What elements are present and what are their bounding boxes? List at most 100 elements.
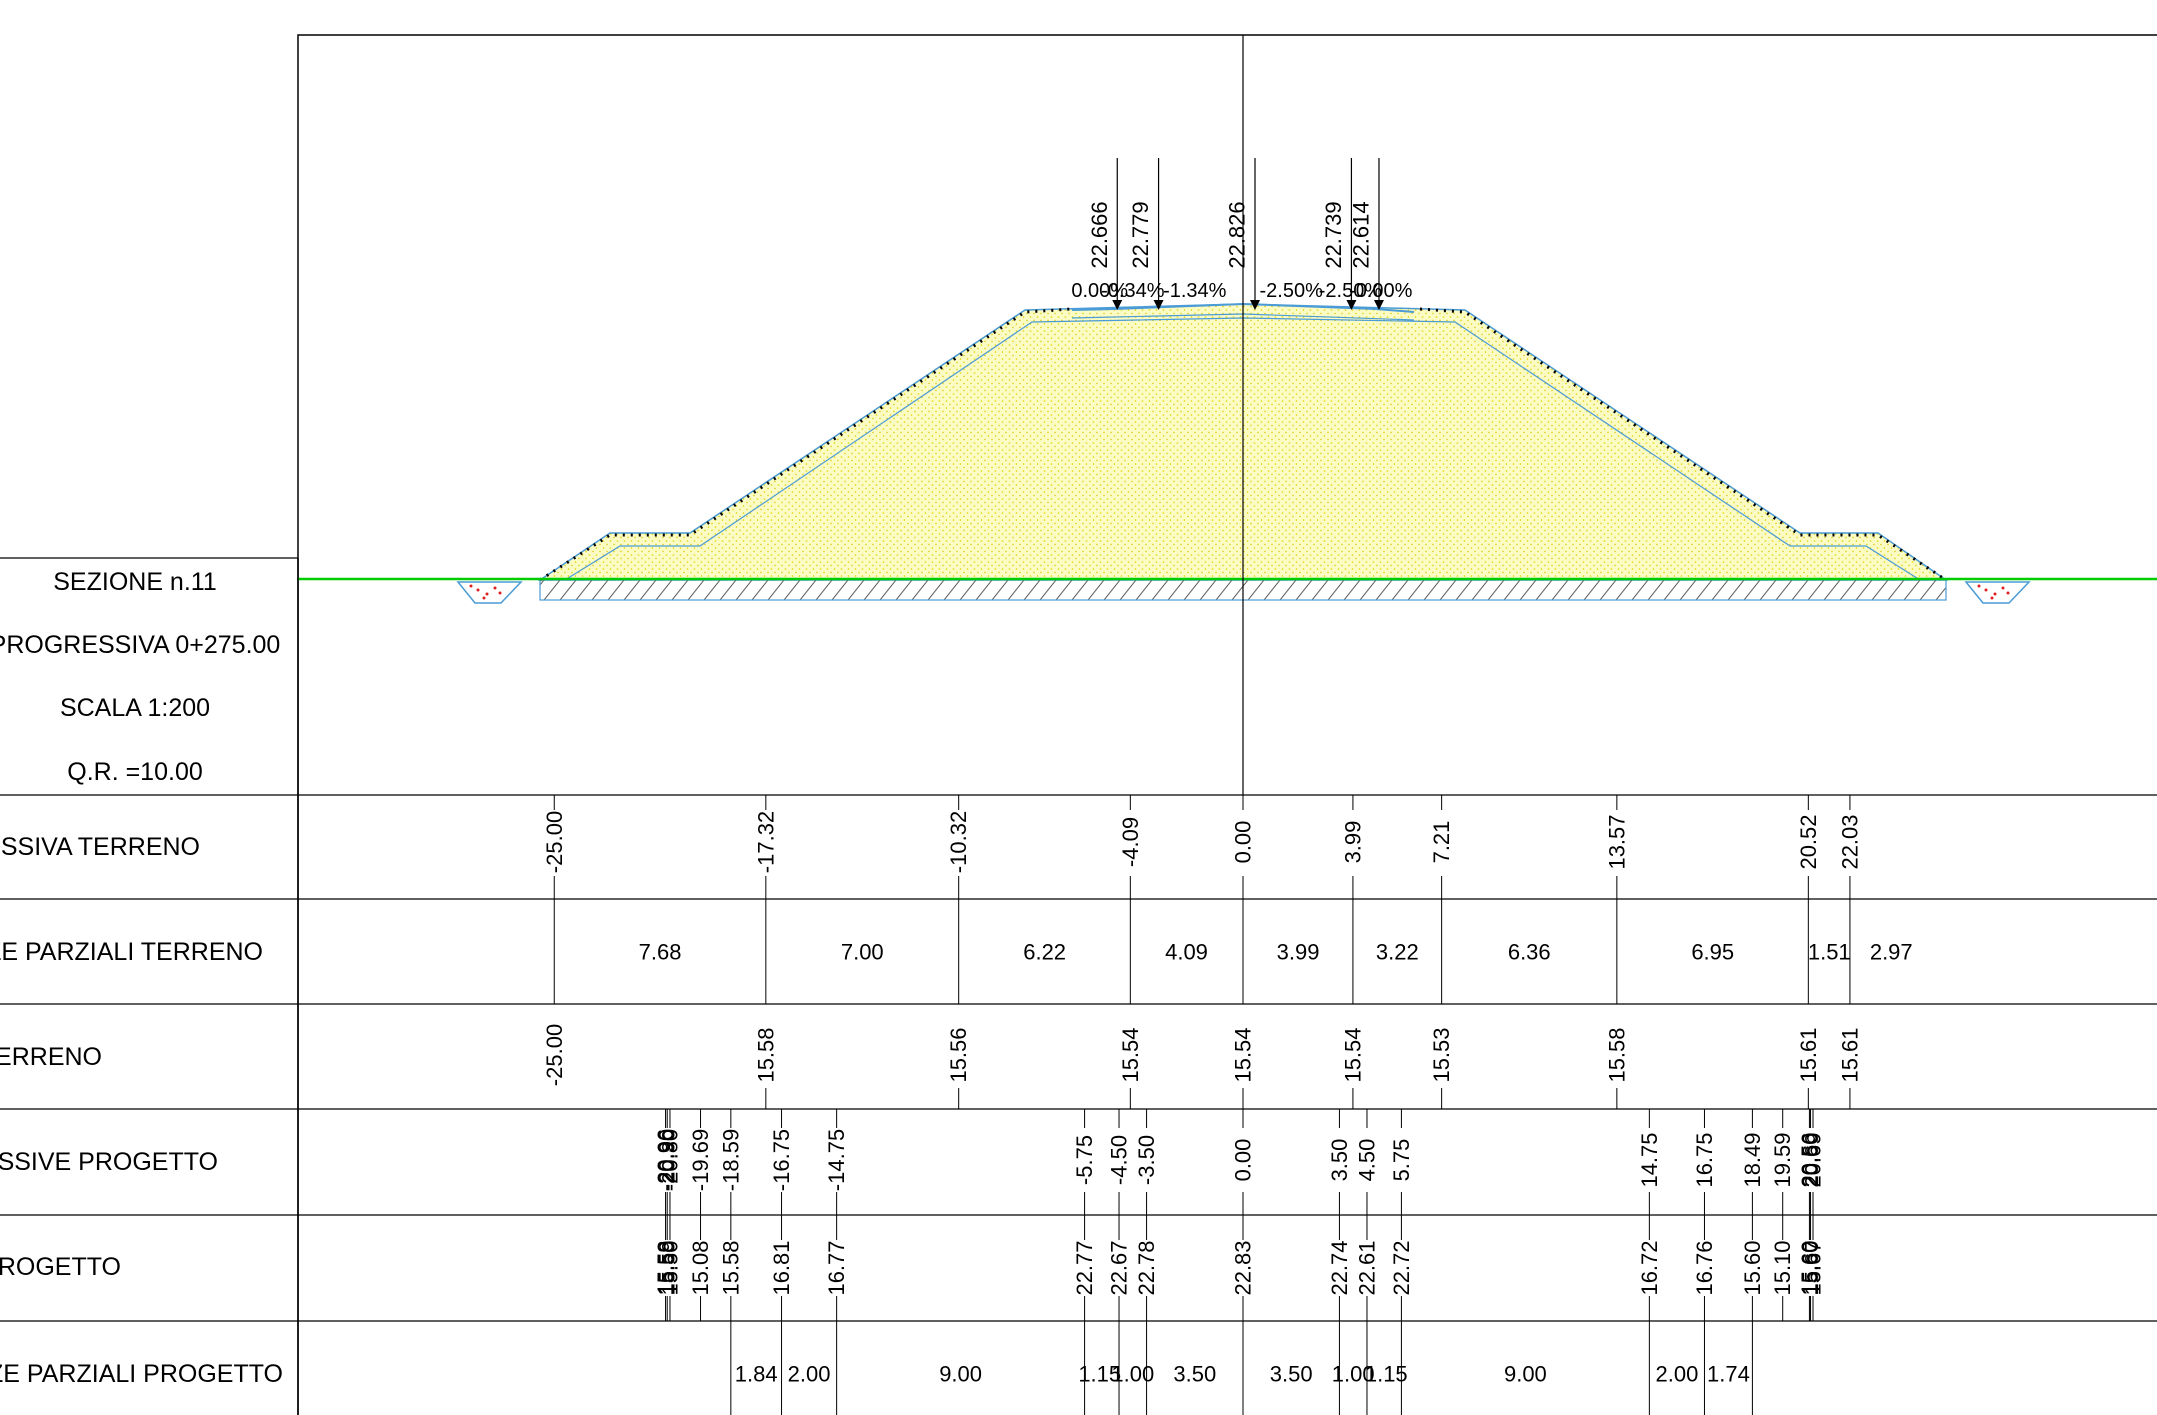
project-quota-label: 22.77 (1072, 1240, 1097, 1295)
project-quota-label: 15.60 (1798, 1240, 1823, 1295)
terrain-values: -25.00 -25.00 -17.32 15.58 -10.32 15.56 -4.09 1… (542, 795, 1862, 1109)
left-ditch (456, 581, 523, 604)
slope-label: -2.50% (1260, 280, 1324, 302)
terrain-partial-distance: 2.97 (1870, 940, 1913, 965)
elevation-arrow (1346, 300, 1357, 310)
project-progressive-label: -20.90 (655, 1129, 680, 1191)
project-quota-label: 15.67 (1801, 1240, 1826, 1295)
project-quota-label: 22.78 (1134, 1240, 1159, 1295)
section-number: SEZIONE n.11 (53, 568, 217, 596)
project-quota-label: 22.83 (1231, 1240, 1256, 1295)
terrain-quota-label: 15.56 (946, 1027, 971, 1082)
elevation-label: 22.666 (1087, 201, 1112, 268)
row-label-dist-progetto: DISTANZE PARZIALI PROGETTO (0, 1360, 283, 1388)
project-partial-distance: 9.00 (1504, 1362, 1547, 1387)
project-values: -20.96 15.58 -20.90 15.59 -20.80 15.50 -19.69 1… (653, 1109, 1826, 1415)
elevation-arrow (1250, 300, 1260, 310)
project-progressive-label: 4.50 (1354, 1139, 1379, 1182)
project-progressive-label: -14.75 (824, 1129, 849, 1191)
topsoil-layer-right (1419, 307, 1947, 582)
project-quota-label: 15.58 (653, 1240, 678, 1295)
terrain-quota-label: 15.58 (1604, 1027, 1629, 1082)
terrain-partial-distance: 1.51 (1808, 940, 1851, 965)
project-progressive-label: 0.00 (1231, 1139, 1256, 1182)
terrain-quota-label: 15.54 (1340, 1027, 1365, 1082)
terrain-quota-label: 15.61 (1837, 1027, 1862, 1082)
elevation-label: 22.614 (1348, 201, 1373, 268)
elevation-arrow (1153, 300, 1164, 310)
project-progressive-label: 18.49 (1740, 1132, 1765, 1187)
project-progressive-label: 5.75 (1389, 1139, 1414, 1182)
terrain-partial-distance: 7.00 (841, 940, 884, 965)
terrain-progressive-label: -10.32 (946, 811, 971, 873)
slope-label: -1.34% (1163, 280, 1227, 302)
project-partial-distance: 9.00 (939, 1362, 982, 1387)
project-progressive-label: -20.80 (657, 1129, 682, 1191)
terrain-quota-label: 15.54 (1231, 1027, 1256, 1082)
terrain-partial-distance: 6.22 (1023, 940, 1066, 965)
slope-label: -0.00% (1349, 280, 1413, 302)
project-quota-label: 16.76 (1692, 1240, 1717, 1295)
partial-distances: 7.68 7.00 6.22 4.09 3.99 3.22 6.36 6.95 1.51 2.97… (639, 940, 1913, 1387)
project-partial-distance: 1.74 (1707, 1362, 1750, 1387)
row-label-quote-terreno: QUOTE TERRENO (0, 1043, 102, 1071)
project-progressive-label: 20.60 (1798, 1132, 1823, 1187)
project-progressive-label: 20.69 (1801, 1132, 1826, 1187)
project-progressive-label: 14.75 (1637, 1132, 1662, 1187)
elevation-label: 22.739 (1321, 201, 1346, 268)
terrain-quota-label: 15.53 (1429, 1027, 1454, 1082)
project-progressive-label: 3.50 (1327, 1139, 1352, 1182)
project-partial-distance: 1.15 (1078, 1362, 1121, 1387)
project-partial-distance: 1.00 (1332, 1362, 1375, 1387)
terrain-progressive-label: -4.09 (1118, 817, 1143, 867)
project-progressive-label: -5.75 (1072, 1135, 1097, 1185)
project-progressive-label: -18.59 (718, 1129, 743, 1191)
project-progressive-label: 19.59 (1770, 1132, 1795, 1187)
slope-label: -2.50% (1319, 280, 1383, 302)
data-table (0, 558, 2157, 1415)
project-quota-label: 22.67 (1107, 1240, 1132, 1295)
project-quota-label: 22.61 (1354, 1240, 1379, 1295)
elevation-arrow (1373, 300, 1384, 310)
terrain-progressive-label: 22.03 (1837, 814, 1862, 869)
info-box: SEZIONE n.11 PROGRESSIVA 0+275.00 SCALA … (0, 557, 298, 786)
terrain-partial-distance: 4.09 (1165, 940, 1208, 965)
row-label-prog-progetto: PROGRESSIVE PROGETTO (0, 1148, 218, 1176)
elevation-label: 22.826 (1225, 201, 1250, 268)
terrain-progressive-label: 13.57 (1604, 814, 1629, 869)
project-progressive-label: -20.96 (653, 1129, 678, 1191)
project-partial-distance: 2.00 (1655, 1362, 1698, 1387)
reference-quota: Q.R. =10.00 (67, 758, 203, 786)
section-scale: SCALA 1:200 (60, 694, 210, 722)
project-progressive-label: 16.75 (1692, 1132, 1717, 1187)
project-quota-label: 16.81 (769, 1240, 794, 1295)
project-progressive-label: -19.69 (688, 1129, 713, 1191)
terrain-progressive-label: 3.99 (1340, 821, 1365, 864)
project-partial-distance: 3.50 (1173, 1362, 1216, 1387)
terrain-progressive-label: 20.52 (1796, 814, 1821, 869)
project-progressive-label: -3.50 (1134, 1135, 1159, 1185)
row-labels: PROGRESSIVA TERRENO DISTANZE PARZIALI TE… (0, 833, 283, 1388)
right-ditch (1964, 581, 2031, 604)
project-progressive-label: 20.56 (1797, 1132, 1822, 1187)
project-quota-label: 22.74 (1327, 1240, 1352, 1295)
project-quota-label: 22.72 (1389, 1240, 1414, 1295)
project-progressive-label: -16.75 (769, 1129, 794, 1191)
elevation-arrow (1112, 300, 1123, 310)
project-quota-label: 15.08 (688, 1240, 713, 1295)
project-quota-label: 16.77 (824, 1240, 849, 1295)
elevation-label: 22.779 (1128, 201, 1153, 268)
project-partial-distance: 1.84 (735, 1362, 778, 1387)
terrain-partial-distance: 6.36 (1508, 940, 1551, 965)
terrain-quota-label: 15.58 (753, 1027, 778, 1082)
project-quota-label: 15.60 (1797, 1240, 1822, 1295)
slope-label: 0.00% (1071, 280, 1128, 302)
project-progressive-label: -4.50 (1107, 1135, 1132, 1185)
terrain-quota-label: -25.00 (542, 1024, 567, 1086)
slope-label: -0.34% (1101, 280, 1165, 302)
terrain-quota-label: 15.61 (1796, 1027, 1821, 1082)
terrain-partial-distance: 6.95 (1691, 940, 1734, 965)
terrain-partial-distance: 7.68 (639, 940, 682, 965)
project-partial-distance: 2.00 (788, 1362, 831, 1387)
project-quota-label: 15.58 (718, 1240, 743, 1295)
